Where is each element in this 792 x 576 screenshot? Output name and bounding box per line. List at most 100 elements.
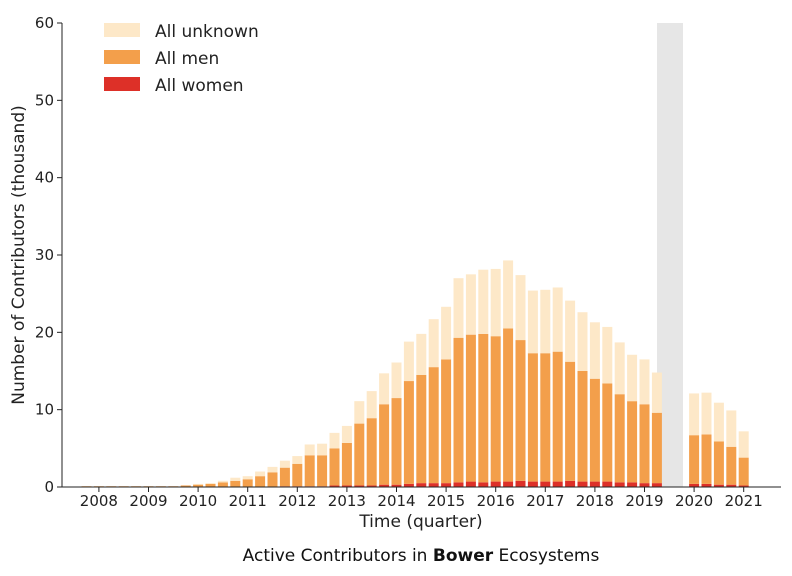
x-tick-label: 2021 xyxy=(725,492,763,510)
bar-all-unknown-2015Q1 xyxy=(441,306,452,360)
legend-swatch-women xyxy=(104,77,140,91)
bar-all-men-2018Q2 xyxy=(602,383,613,482)
legend-label-unknown: All unknown xyxy=(155,22,259,42)
bar-all-unknown-2012Q4 xyxy=(329,432,340,449)
bar-all-unknown-2018Q4 xyxy=(627,354,638,402)
bar-all-unknown-2014Q2 xyxy=(403,341,414,382)
bar-all-women-2019Q2 xyxy=(651,483,662,487)
bar-all-women-2018Q1 xyxy=(589,481,600,487)
bar-all-men-2012Q4 xyxy=(329,448,340,486)
bar-all-women-2016Q3 xyxy=(515,480,526,487)
bar-all-women-2013Q1 xyxy=(341,485,352,487)
bar-all-unknown-2018Q2 xyxy=(602,326,613,384)
bar-all-unknown-2010Q3 xyxy=(217,480,228,483)
bars-group xyxy=(81,260,749,487)
bar-all-unknown-2021Q1 xyxy=(738,431,749,458)
y-axis-label: Number of Contributors (thousand) xyxy=(9,105,29,405)
bar-all-men-2016Q3 xyxy=(515,340,526,481)
bar-all-unknown-2016Q3 xyxy=(515,275,526,341)
bar-all-unknown-2016Q1 xyxy=(490,268,501,337)
y-tick-label: 20 xyxy=(35,323,54,341)
bar-all-women-2018Q2 xyxy=(602,481,613,487)
caption-ecosystem-name: Bower xyxy=(432,546,494,566)
bar-all-men-2016Q1 xyxy=(490,336,501,482)
y-tick-label: 30 xyxy=(35,246,54,264)
bar-all-unknown-2018Q3 xyxy=(614,342,625,395)
x-axis-label: Time (quarter) xyxy=(358,512,482,532)
bar-all-men-2010Q3 xyxy=(217,482,228,487)
bar-all-men-2011Q1 xyxy=(242,479,253,487)
bar-all-unknown-2011Q4 xyxy=(279,460,290,468)
y-tick-label: 10 xyxy=(35,401,54,419)
caption-prefix: Active Contributors in xyxy=(242,546,433,566)
bar-all-men-2011Q2 xyxy=(255,476,266,487)
bar-all-women-2018Q4 xyxy=(627,482,638,487)
x-tick-label: 2012 xyxy=(278,492,316,510)
y-tick-label: 40 xyxy=(35,169,54,187)
bar-all-women-2017Q2 xyxy=(552,481,563,487)
legend-label-men: All men xyxy=(155,49,219,69)
legend: All unknown All men All women xyxy=(104,22,259,96)
bar-all-men-2016Q2 xyxy=(503,328,514,482)
legend-swatch-men xyxy=(104,50,140,64)
bar-all-men-2013Q2 xyxy=(354,423,365,486)
bar-all-men-2010Q2 xyxy=(205,483,216,487)
bar-all-women-2017Q4 xyxy=(577,481,588,487)
bar-all-men-2015Q3 xyxy=(465,334,476,482)
bar-all-unknown-2017Q1 xyxy=(540,289,551,354)
x-tick-label: 2010 xyxy=(179,492,217,510)
bar-all-women-2015Q2 xyxy=(453,482,464,487)
bar-all-unknown-2010Q1 xyxy=(193,483,204,485)
bar-all-unknown-2013Q4 xyxy=(379,373,390,405)
bar-all-unknown-2011Q3 xyxy=(267,466,278,473)
bar-all-men-2011Q3 xyxy=(267,472,278,487)
bar-all-men-2013Q4 xyxy=(379,404,390,485)
bar-all-women-2020Q1 xyxy=(689,483,700,487)
bar-all-unknown-2012Q2 xyxy=(304,444,315,456)
bar-all-women-2013Q2 xyxy=(354,485,365,487)
chart-caption: Active Contributors in Bower Ecosystems xyxy=(0,546,792,566)
bar-all-women-2012Q4 xyxy=(329,485,340,487)
bar-all-men-2012Q3 xyxy=(317,455,328,487)
bar-all-women-2014Q2 xyxy=(403,483,414,487)
bar-all-unknown-2015Q2 xyxy=(453,278,464,338)
bar-all-men-2015Q2 xyxy=(453,337,464,483)
bar-all-men-2016Q4 xyxy=(527,353,538,482)
bar-all-men-2020Q2 xyxy=(701,434,712,484)
bar-all-men-2019Q2 xyxy=(651,412,662,484)
bar-all-men-2010Q4 xyxy=(230,480,241,487)
bar-all-unknown-2014Q1 xyxy=(391,362,402,399)
y-tick-label: 0 xyxy=(44,478,54,496)
bar-all-unknown-2014Q4 xyxy=(428,319,439,368)
bar-all-unknown-2013Q1 xyxy=(341,425,352,443)
bar-all-men-2018Q4 xyxy=(627,401,638,483)
bar-all-women-2015Q1 xyxy=(441,483,452,487)
bar-all-men-2018Q3 xyxy=(614,394,625,483)
bar-all-unknown-2015Q4 xyxy=(478,269,489,334)
x-tick-label: 2017 xyxy=(526,492,564,510)
bar-all-men-2017Q3 xyxy=(565,361,576,481)
caption-suffix: Ecosystems xyxy=(493,546,600,566)
bar-all-men-2017Q4 xyxy=(577,371,588,482)
bar-all-unknown-2014Q3 xyxy=(416,333,427,375)
x-tick-label: 2009 xyxy=(129,492,167,510)
bar-all-unknown-2017Q2 xyxy=(552,287,563,352)
bar-all-women-2016Q4 xyxy=(527,481,538,487)
bar-all-men-2014Q1 xyxy=(391,398,402,485)
bar-all-women-2017Q1 xyxy=(540,481,551,487)
bar-all-unknown-2017Q4 xyxy=(577,312,588,371)
bar-all-men-2014Q4 xyxy=(428,367,439,484)
x-tick-label: 2015 xyxy=(427,492,465,510)
bar-all-men-2014Q2 xyxy=(403,381,414,484)
bar-all-women-2014Q3 xyxy=(416,483,427,487)
bar-all-men-2013Q1 xyxy=(341,442,352,486)
x-tick-label: 2020 xyxy=(675,492,713,510)
bar-all-men-2019Q1 xyxy=(639,404,650,484)
legend-swatch-unknown xyxy=(104,23,140,37)
bar-all-women-2015Q4 xyxy=(478,482,489,487)
bar-all-women-2019Q1 xyxy=(639,483,650,487)
bar-all-men-2012Q2 xyxy=(304,455,315,487)
bar-all-unknown-2012Q3 xyxy=(317,443,328,456)
x-tick-label: 2018 xyxy=(576,492,614,510)
